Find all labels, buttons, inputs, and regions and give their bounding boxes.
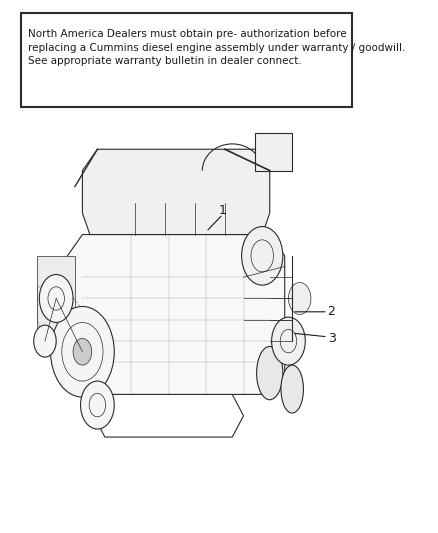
- Polygon shape: [67, 235, 285, 394]
- Bar: [38, 256, 75, 330]
- Circle shape: [81, 381, 114, 429]
- Text: 1: 1: [219, 204, 227, 217]
- Circle shape: [50, 306, 114, 397]
- Circle shape: [34, 325, 56, 357]
- Text: North America Dealers must obtain pre- authorization before
replacing a Cummins : North America Dealers must obtain pre- a…: [28, 29, 406, 66]
- Text: 3: 3: [328, 332, 336, 345]
- FancyBboxPatch shape: [21, 13, 352, 107]
- Circle shape: [289, 282, 311, 314]
- Ellipse shape: [281, 365, 304, 413]
- Circle shape: [73, 338, 92, 365]
- Circle shape: [242, 227, 283, 285]
- Polygon shape: [82, 149, 270, 235]
- Circle shape: [39, 274, 73, 322]
- Text: 2: 2: [328, 305, 336, 318]
- Ellipse shape: [257, 346, 283, 400]
- Bar: [255, 133, 292, 171]
- Circle shape: [272, 317, 305, 365]
